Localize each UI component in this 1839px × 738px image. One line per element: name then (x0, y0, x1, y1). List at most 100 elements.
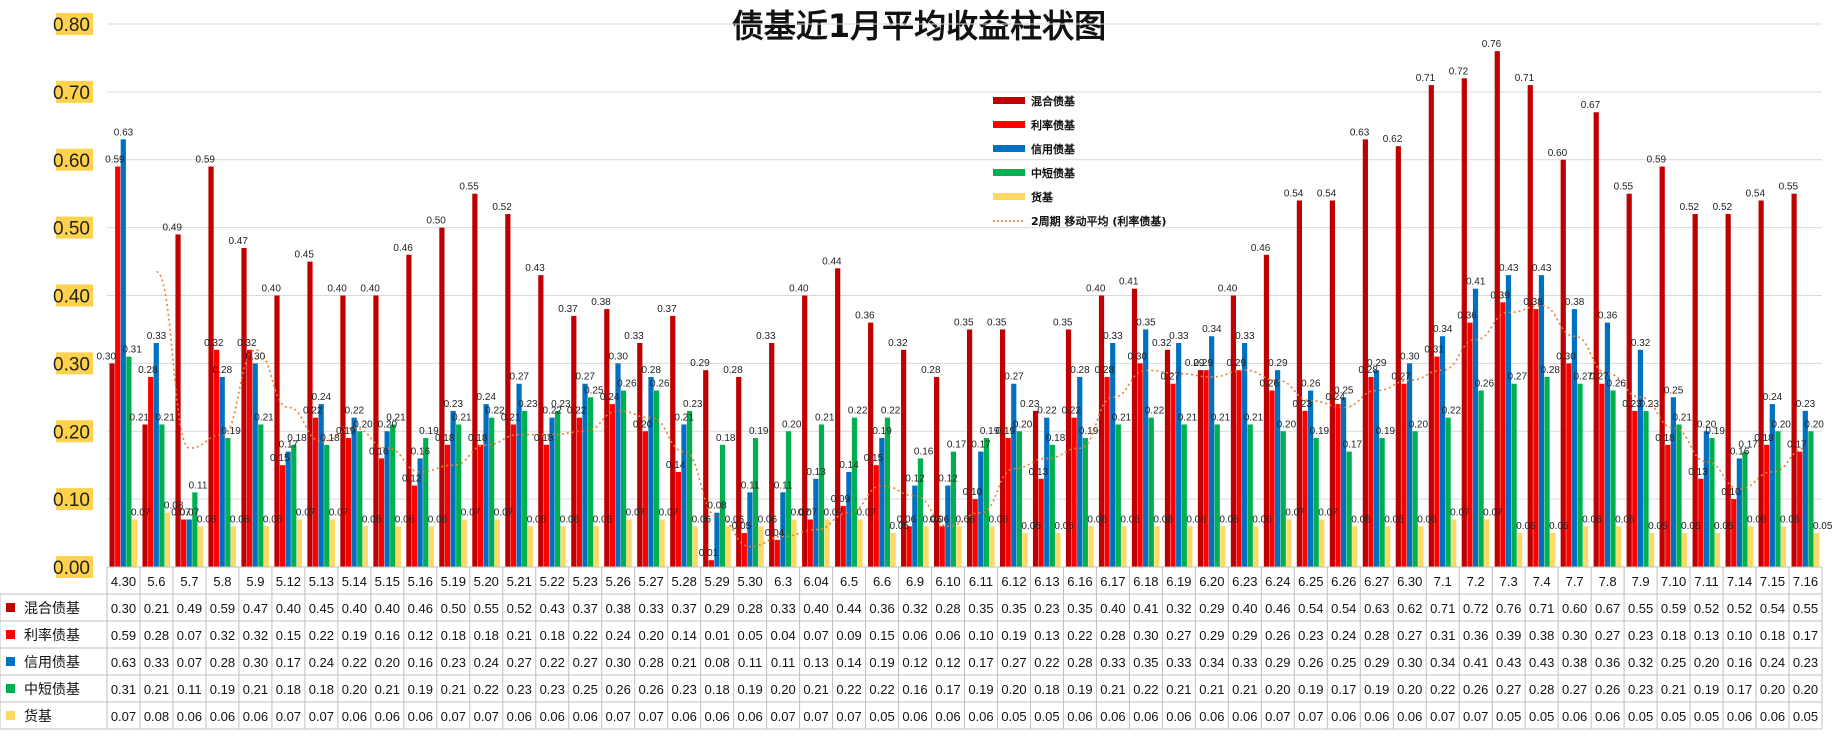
table-cell: 0.06 (902, 709, 927, 724)
bar (357, 431, 363, 567)
x-tick-label: 5.22 (540, 574, 565, 589)
table-cell: 0.30 (606, 655, 631, 670)
table-cell: 0.27 (1595, 628, 1620, 643)
table-row-label: 信用债基 (24, 654, 80, 671)
table-cell: 0.07 (1298, 709, 1323, 724)
data-label: 0.15 (270, 453, 290, 464)
table-cell: 0.20 (375, 655, 400, 670)
data-label: 0.21 (815, 412, 835, 423)
data-label: 0.20 (1277, 419, 1297, 430)
data-label: 0.26 (650, 379, 670, 390)
table-cell: 0.07 (111, 709, 136, 724)
bar (214, 349, 220, 567)
bar (1362, 139, 1368, 567)
bar (1742, 451, 1748, 567)
data-label: 0.11 (189, 480, 208, 491)
x-tick-label: 5.26 (606, 574, 631, 589)
bar (769, 343, 775, 567)
table-cell: 0.40 (375, 601, 400, 616)
bar (522, 410, 528, 567)
bar (1011, 383, 1017, 567)
x-tick-label: 6.26 (1331, 574, 1356, 589)
bar (142, 424, 148, 567)
data-label: 0.45 (294, 250, 314, 261)
table-cell: 0.17 (935, 682, 960, 697)
data-label: 0.06 (988, 514, 1008, 525)
table-cell: 0.26 (1463, 682, 1488, 697)
bar (489, 417, 495, 567)
bar (615, 363, 621, 567)
data-label: 0.11 (741, 480, 760, 491)
data-label: 0.05 (890, 521, 910, 532)
data-label: 0.63 (114, 127, 134, 138)
bars (109, 51, 1820, 568)
data-label: 0.21 (1112, 412, 1132, 423)
bar (1527, 85, 1533, 568)
table-cell: 0.40 (1232, 601, 1257, 616)
bar (1275, 370, 1281, 567)
table-cell: 0.19 (1694, 682, 1719, 697)
data-label: 0.18 (1046, 433, 1066, 444)
data-label: 0.06 (362, 514, 382, 525)
bar (653, 390, 660, 567)
bar (791, 519, 797, 567)
bar (1148, 417, 1154, 567)
bar (1253, 526, 1259, 567)
bar (1203, 370, 1209, 567)
data-label: 0.06 (560, 514, 580, 525)
table-cell: 0.21 (1166, 682, 1191, 697)
data-label: 0.19 (1705, 426, 1725, 437)
data-label: 0.22 (543, 406, 563, 417)
table-cell: 0.07 (803, 628, 828, 643)
data-label: 0.18 (716, 433, 736, 444)
data-label: 0.40 (1218, 284, 1238, 295)
data-label: 0.16 (369, 446, 389, 457)
table-cell: 0.27 (573, 655, 598, 670)
bar (934, 376, 940, 567)
data-label: 0.22 (485, 406, 505, 417)
x-tick-label: 7.7 (1566, 574, 1584, 589)
data-label: 0.24 (600, 392, 620, 403)
bar (1269, 390, 1275, 567)
x-tick-label: 6.17 (1100, 574, 1125, 589)
bar (604, 309, 610, 567)
table-cell: 0.07 (836, 709, 861, 724)
chart-title: 债基近1月平均收益柱状图 (732, 7, 1106, 45)
bar (813, 478, 819, 567)
data-label: 0.28 (138, 365, 158, 376)
bar (252, 363, 258, 567)
bar (373, 295, 379, 567)
bar (345, 438, 352, 567)
data-label: 0.46 (1251, 243, 1271, 254)
table-cell: 0.05 (1694, 709, 1719, 724)
data-label: 0.27 (1589, 372, 1609, 383)
data-label: 0.21 (501, 412, 521, 423)
bar (208, 166, 214, 567)
table-cell: 0.20 (1265, 682, 1290, 697)
data-label: 0.06 (930, 514, 950, 525)
data-label: 0.20 (633, 419, 653, 430)
bar (588, 397, 594, 567)
bar (978, 451, 984, 567)
data-label: 0.23 (1796, 399, 1816, 410)
data-label: 0.07 (1483, 507, 1503, 518)
bar (1071, 417, 1077, 567)
table-cell: 0.24 (1331, 628, 1356, 643)
data-label: 0.05 (1681, 521, 1701, 532)
data-label: 0.06 (1417, 514, 1437, 525)
bar (703, 370, 709, 567)
table-cell: 0.33 (639, 601, 664, 616)
table-cell: 0.05 (1793, 709, 1818, 724)
data-label: 0.19 (1376, 426, 1396, 437)
data-label: 0.07 (1450, 507, 1470, 518)
table-cell: 0.26 (1595, 682, 1620, 697)
table-cell: 0.25 (573, 682, 598, 697)
bar (1401, 383, 1407, 567)
bar (109, 363, 115, 567)
data-label: 0.16 (1730, 446, 1750, 457)
table-cell: 0.07 (770, 709, 795, 724)
data-label: 0.06 (593, 514, 613, 525)
table-cell: 0.31 (111, 682, 136, 697)
bar (1412, 431, 1418, 567)
bar (725, 526, 731, 567)
